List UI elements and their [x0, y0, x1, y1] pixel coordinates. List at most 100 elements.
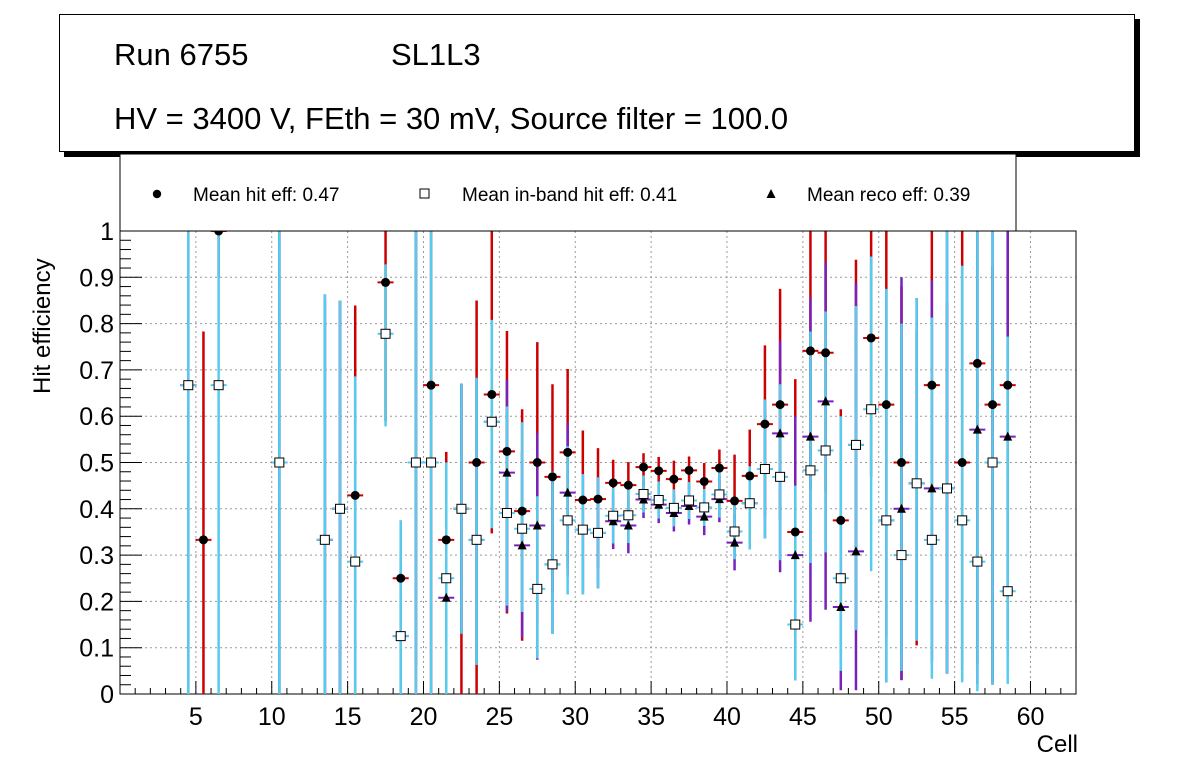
inband-eff-point	[714, 489, 725, 500]
hit-eff-point	[730, 496, 740, 506]
inband-eff-point	[486, 416, 497, 427]
inband-eff-point	[820, 445, 831, 456]
hit-eff-point	[198, 535, 208, 545]
hit-eff-point	[517, 506, 527, 516]
reco-eff-point	[1003, 431, 1013, 441]
hit-eff-point	[896, 458, 906, 467]
inband-eff-point	[213, 380, 224, 391]
y-tick-label: 0.9	[79, 264, 114, 292]
inband-eff-point	[881, 515, 892, 526]
hit-eff-point	[441, 535, 451, 545]
hit-eff-point	[714, 463, 724, 473]
inband-eff-point	[987, 457, 998, 468]
hit-eff-point	[639, 462, 649, 472]
hit-eff-point	[502, 446, 512, 456]
hit-eff-point	[547, 472, 557, 482]
inband-eff-point	[471, 534, 482, 545]
inband-eff-point	[350, 556, 361, 567]
inband-eff-point	[942, 483, 953, 494]
x-tick-label: 25	[485, 703, 513, 731]
hit-eff-point	[836, 515, 846, 525]
hit-eff-point	[487, 389, 497, 399]
inband-eff-point	[866, 404, 877, 415]
hit-eff-point	[745, 471, 755, 481]
hit-eff-point	[790, 527, 800, 537]
data-markers	[183, 226, 1013, 642]
inband-eff-point	[1002, 586, 1013, 597]
inband-eff-point	[759, 463, 770, 474]
y-axis-title: Hit efficiency	[29, 258, 56, 394]
inband-eff-point	[835, 573, 846, 584]
legend-marker-square	[419, 188, 430, 199]
inband-eff-point	[684, 495, 695, 506]
inband-eff-point	[410, 457, 421, 468]
x-tick-label: 45	[789, 703, 817, 731]
inband-eff-point	[896, 550, 907, 561]
hit-eff-point	[396, 573, 406, 583]
inband-eff-point	[577, 524, 588, 535]
reco-eff-point	[623, 520, 633, 530]
reco-eff-point	[821, 396, 831, 406]
inband-eff-point	[183, 380, 194, 391]
y-tick-label: 0	[100, 681, 114, 709]
inband-eff-point	[547, 559, 558, 570]
x-tick-label: 10	[258, 703, 286, 731]
reco-eff-point	[502, 467, 512, 477]
hit-eff-point	[821, 348, 831, 358]
reco-eff-point	[639, 494, 649, 504]
inband-eff-point	[319, 534, 330, 545]
hit-eff-point	[927, 380, 937, 390]
x-tick-label: 40	[713, 703, 741, 731]
reco-eff-point	[684, 501, 694, 511]
hit-eff-point	[881, 400, 891, 410]
legend-label-inband: Mean in-band hit eff: 0.41	[462, 185, 677, 206]
inband-eff-point	[668, 502, 679, 513]
run-label: Run 6755	[114, 37, 249, 72]
title-box: Run 6755 SL1L3 HV = 3400 V, FEth = 30 mV…	[59, 14, 1135, 152]
inband-eff-point	[699, 502, 710, 513]
hit-eff-point	[654, 466, 664, 476]
hit-eff-point	[957, 458, 967, 467]
reco-eff-point	[517, 540, 527, 550]
hit-eff-point	[623, 480, 633, 490]
x-tick-label: 5	[189, 703, 203, 731]
hit-eff-point	[988, 400, 998, 410]
inband-eff-point	[441, 573, 452, 584]
hit-eff-point	[532, 458, 542, 467]
inband-eff-point	[729, 526, 740, 537]
y-tick-label: 0.4	[79, 496, 114, 524]
x-tick-label: 30	[561, 703, 589, 731]
inband-eff-point	[775, 471, 786, 482]
inband-eff-point	[744, 498, 755, 509]
y-tick-label: 0.1	[79, 635, 114, 663]
x-tick-label: 35	[637, 703, 665, 731]
inband-eff-point	[274, 457, 285, 468]
inband-eff-point	[517, 523, 528, 534]
hit-eff-point	[699, 476, 709, 486]
hit-eff-point	[578, 495, 588, 505]
layer-label: SL1L3	[391, 37, 481, 72]
reco-eff-point	[927, 483, 937, 493]
x-axis-title: Cell	[1037, 731, 1078, 758]
inband-eff-point	[911, 478, 922, 489]
inband-eff-point	[790, 619, 801, 630]
hit-eff-point	[669, 474, 679, 484]
x-tick-label: 15	[334, 703, 362, 731]
legend-marker-triangle	[766, 189, 776, 198]
inband-eff-point	[562, 515, 573, 526]
y-tick-label: 0.5	[79, 450, 114, 478]
y-tick-label: 0.8	[79, 311, 114, 339]
legend: Mean hit eff: 0.47 Mean in-band hit eff:…	[119, 153, 1017, 232]
legend-box	[119, 153, 1017, 232]
inband-eff-point	[926, 534, 937, 545]
reco-eff-point	[836, 601, 846, 611]
hit-eff-point	[608, 478, 618, 488]
y-tick-label: 1	[100, 218, 114, 246]
y-tick-label: 0.7	[79, 357, 114, 385]
inband-eff-point	[593, 527, 603, 538]
conditions-label: HV = 3400 V, FEth = 30 mV, Source filter…	[114, 101, 789, 136]
inband-eff-point	[638, 488, 649, 499]
reco-eff-point	[972, 424, 982, 434]
reco-eff-point	[805, 431, 815, 441]
